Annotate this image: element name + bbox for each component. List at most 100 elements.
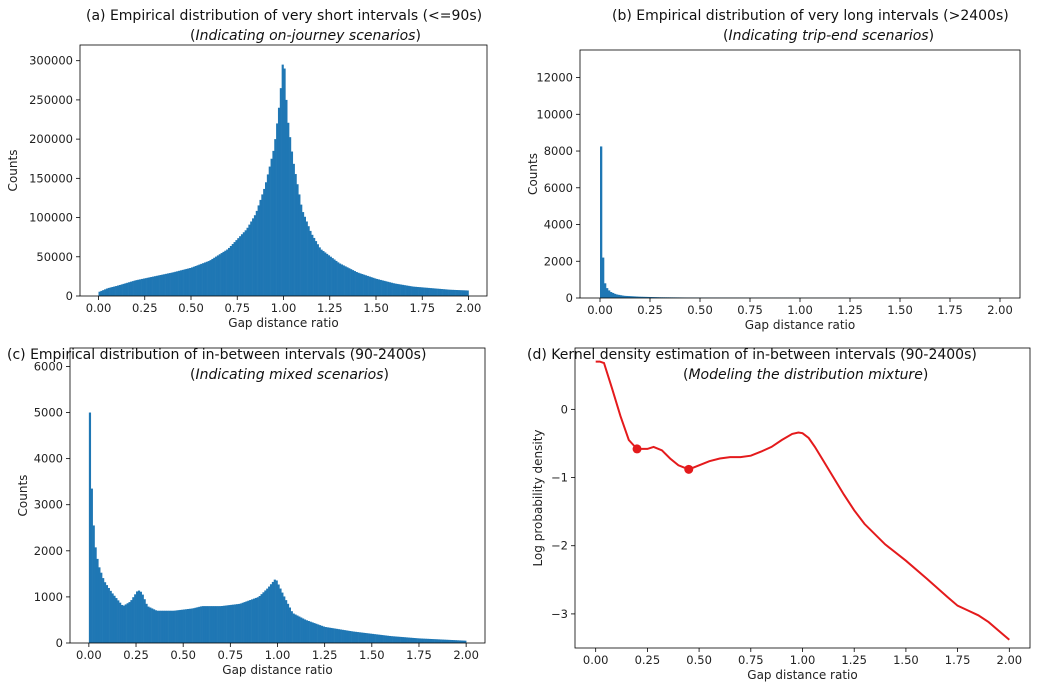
histogram-bar	[349, 631, 352, 643]
histogram-bar	[247, 600, 250, 643]
chart-a: 0.00 0.25 0.50 0.75 1.00 1.25 1.50 1.75 2.00 0 500…	[6, 44, 488, 330]
histogram-bar	[150, 276, 153, 296]
histogram-bar	[288, 607, 292, 643]
y-axis-label: Log probability density	[531, 429, 545, 566]
histogram-bar	[298, 616, 301, 643]
histogram-bar	[381, 280, 384, 296]
histogram-bar	[215, 256, 218, 296]
histogram-bar	[242, 232, 245, 296]
histogram-bar	[400, 636, 403, 643]
x-tick-label: 1.75	[409, 301, 435, 315]
histogram-bar	[322, 626, 325, 643]
histogram-bar	[219, 606, 222, 643]
histogram-bar	[181, 269, 184, 296]
histogram-bar	[111, 286, 114, 296]
histogram-bar	[250, 221, 253, 296]
histogram-bar	[263, 188, 266, 296]
histogram-bar	[461, 290, 464, 296]
x-tick-label: 1.25	[841, 653, 867, 667]
histogram-bar	[158, 610, 161, 643]
histogram-bar	[634, 296, 637, 298]
x-tick-label: 1.00	[787, 303, 813, 317]
x-tick-label: 0.25	[635, 653, 661, 667]
histogram-bar	[636, 296, 639, 298]
histogram-bar	[311, 234, 314, 296]
histogram-bar	[433, 288, 436, 296]
histogram-bar	[388, 282, 392, 296]
y-tick-label: 4000	[34, 452, 63, 466]
histogram-bar	[355, 271, 358, 296]
histogram-bar	[608, 290, 611, 298]
histogram-bar	[630, 296, 633, 298]
histogram-bar	[342, 265, 345, 296]
histogram-bar	[383, 635, 386, 643]
histogram-bar	[205, 606, 209, 643]
histogram-bar	[237, 238, 240, 296]
histogram-bar	[132, 597, 135, 643]
histogram-bar	[265, 182, 268, 296]
histogram-bar	[409, 637, 412, 643]
x-tick-label: 0.50	[687, 303, 713, 317]
x-tick-label: 0.75	[224, 301, 250, 315]
histogram-bar	[305, 221, 308, 296]
subtitle-close: )	[922, 367, 929, 383]
panel-c: (c) Empirical distribution of in-between…	[0, 340, 520, 685]
histogram-bar	[443, 639, 446, 643]
histogram-bar	[228, 605, 231, 643]
histogram-bar	[361, 274, 364, 296]
histogram-bar	[178, 270, 181, 296]
histogram-bar	[343, 630, 346, 643]
histogram-bar	[462, 640, 465, 643]
histogram-bar	[316, 244, 319, 296]
histogram-bar	[292, 613, 295, 643]
histogram-bar	[418, 287, 421, 296]
kde-marker	[684, 464, 694, 474]
histogram-bar	[616, 294, 619, 298]
histogram-bar	[126, 603, 129, 643]
histogram-bar	[390, 282, 393, 296]
x-tick-label: 0.00	[86, 301, 112, 315]
histogram-bar	[124, 283, 127, 296]
x-axis-label: Gap distance ratio	[222, 663, 332, 677]
histogram-bar	[276, 123, 279, 296]
histogram-bar	[290, 151, 294, 296]
histogram-bar	[628, 296, 631, 298]
histogram-bar	[409, 286, 412, 296]
histogram-bar	[446, 289, 449, 296]
histogram-bar	[191, 267, 194, 296]
histogram-bar	[305, 620, 308, 643]
histogram-bar	[311, 622, 314, 643]
histogram-bar	[442, 289, 445, 296]
histogram-bar	[153, 609, 156, 643]
histogram-bar	[462, 290, 466, 296]
histogram-bar	[604, 283, 607, 298]
subtitle-text: Modeling the distribution mixture	[688, 367, 923, 383]
histogram-bar	[147, 606, 150, 643]
y-tick-label: −2	[551, 539, 568, 553]
histogram-bar	[100, 572, 103, 643]
histogram-bar	[187, 268, 190, 296]
histogram-bar	[231, 244, 234, 296]
histogram-bar	[237, 603, 241, 643]
histogram-bar	[209, 260, 212, 296]
y-tick-label: 100000	[29, 211, 73, 225]
histogram-bar	[600, 146, 603, 298]
histogram-bar	[166, 610, 169, 643]
histogram-bar	[444, 289, 447, 296]
y-tick-label: 6000	[34, 359, 63, 373]
subtitle-open: (	[683, 367, 689, 383]
panel-b: (b) Empirical distribution of very long …	[520, 0, 1049, 335]
histogram-bar	[277, 584, 280, 643]
histogram-bars	[600, 146, 1001, 298]
histogram-bar	[148, 277, 151, 296]
histogram-bar	[313, 623, 316, 643]
histogram-bar	[352, 631, 356, 643]
histogram-bar	[415, 638, 418, 643]
histogram-bar	[120, 284, 123, 296]
histogram-bar	[414, 286, 417, 296]
histogram-bar	[287, 122, 290, 297]
histogram-bar	[100, 290, 103, 296]
histogram-bar	[307, 226, 310, 296]
x-axis-label: Gap distance ratio	[747, 668, 857, 682]
histogram-bar	[119, 602, 122, 643]
